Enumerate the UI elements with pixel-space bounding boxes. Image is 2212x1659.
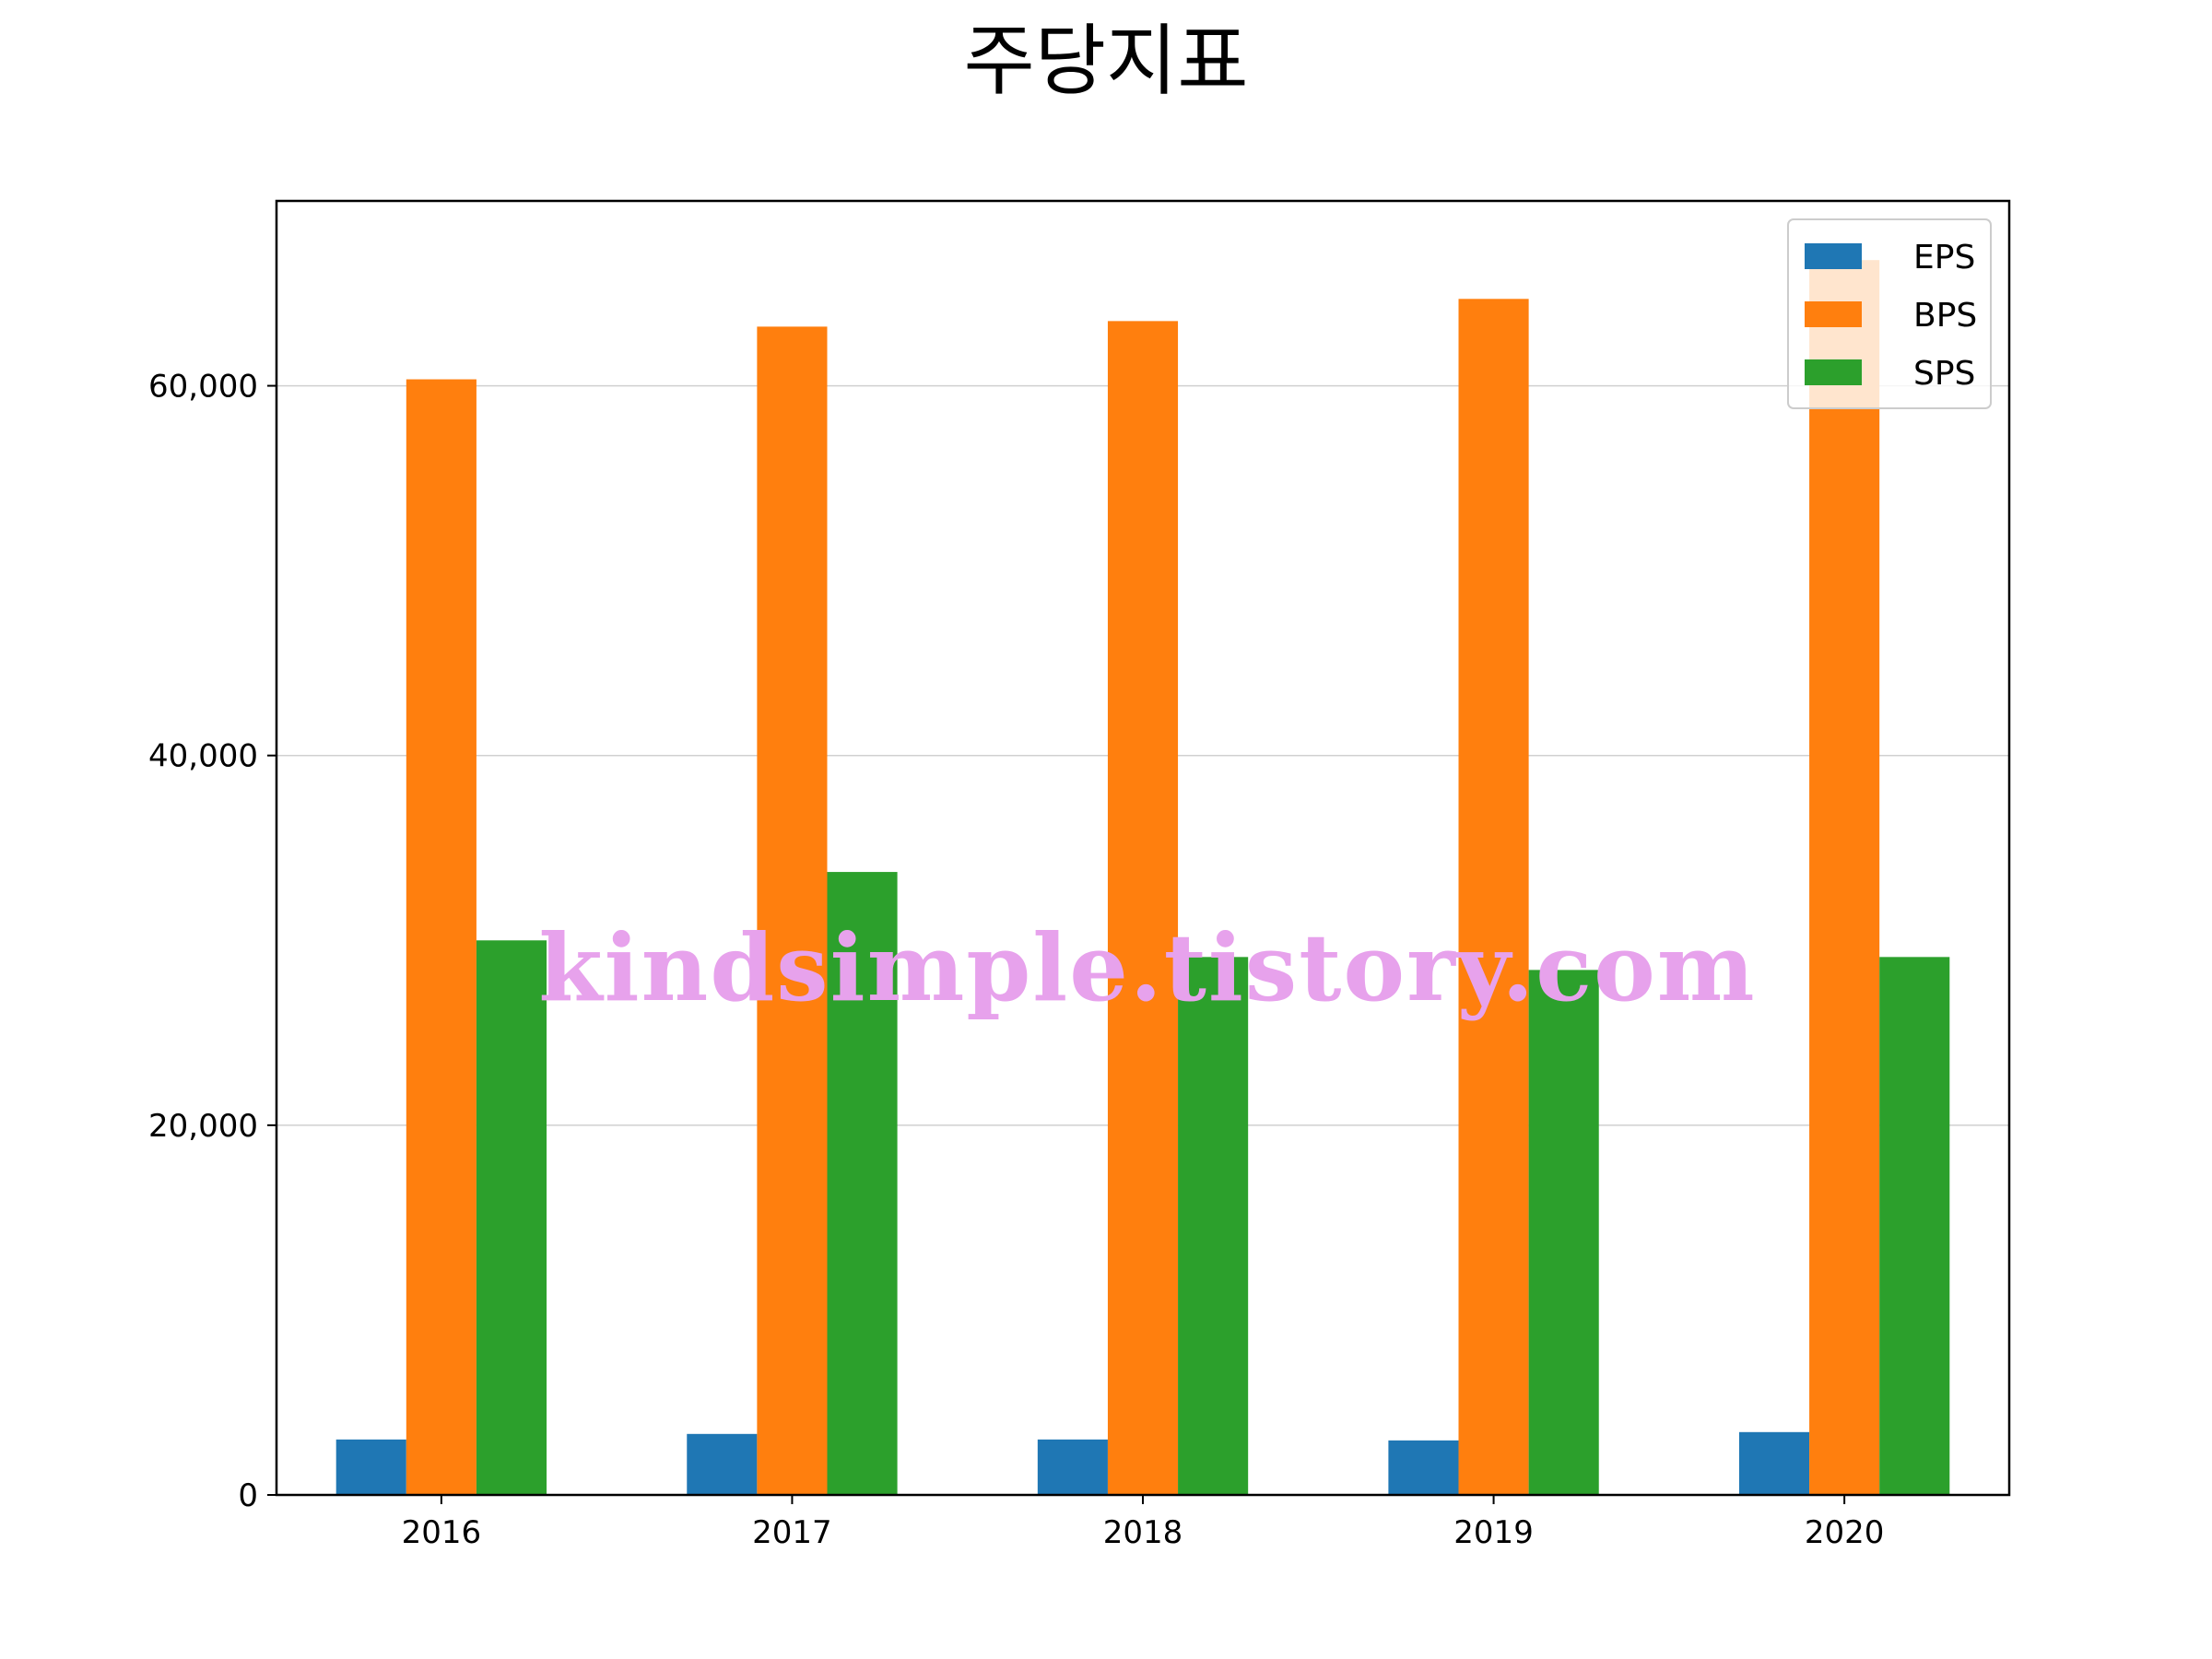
bar-sps-2017 — [827, 872, 898, 1495]
bar-bps-2019 — [1458, 299, 1529, 1495]
x-tick-label: 2018 — [1103, 1514, 1183, 1551]
legend-label-sps: SPS — [1913, 355, 1975, 393]
y-tick-label: 60,000 — [148, 369, 258, 406]
y-tick-label: 20,000 — [148, 1108, 258, 1145]
bar-eps-2018 — [1037, 1439, 1108, 1495]
x-tick-label: 2020 — [1805, 1514, 1885, 1551]
bars — [335, 260, 1950, 1496]
chart-title: 주당지표 — [963, 16, 1248, 106]
bar-eps-2020 — [1738, 1431, 1810, 1495]
x-tick-label: 2019 — [1453, 1514, 1534, 1551]
watermark-text: kindsimple.tistory.com — [538, 913, 1756, 1022]
x-tick-label: 2016 — [402, 1514, 482, 1551]
bar-eps-2019 — [1388, 1440, 1459, 1495]
bar-bps-2018 — [1107, 321, 1179, 1495]
bar-sps-2020 — [1879, 957, 1950, 1495]
bar-sps-2019 — [1528, 970, 1599, 1495]
legend-label-eps: EPS — [1913, 239, 1975, 276]
x-tick-label: 2017 — [752, 1514, 832, 1551]
bar-bps-2016 — [406, 379, 477, 1496]
legend-swatch-bps — [1805, 301, 1862, 327]
legend: EPS BPS SPS — [1787, 218, 1992, 409]
y-tick-label: 40,000 — [148, 738, 258, 775]
y-tick-label: 0 — [238, 1477, 258, 1514]
axes: 0 20,000 40,000 60,000 2016 2017 2018 2019 2020 — [148, 369, 1884, 1551]
legend-swatch-sps — [1805, 359, 1862, 385]
bar-bps-2017 — [757, 326, 828, 1496]
bar-sps-2016 — [476, 940, 547, 1495]
legend-swatch-eps — [1805, 243, 1862, 269]
bar-sps-2018 — [1178, 957, 1249, 1495]
legend-label-bps: BPS — [1913, 297, 1977, 335]
bar-eps-2016 — [335, 1439, 406, 1495]
bar-bps-2020 — [1809, 260, 1880, 1495]
bar-eps-2017 — [687, 1433, 758, 1495]
